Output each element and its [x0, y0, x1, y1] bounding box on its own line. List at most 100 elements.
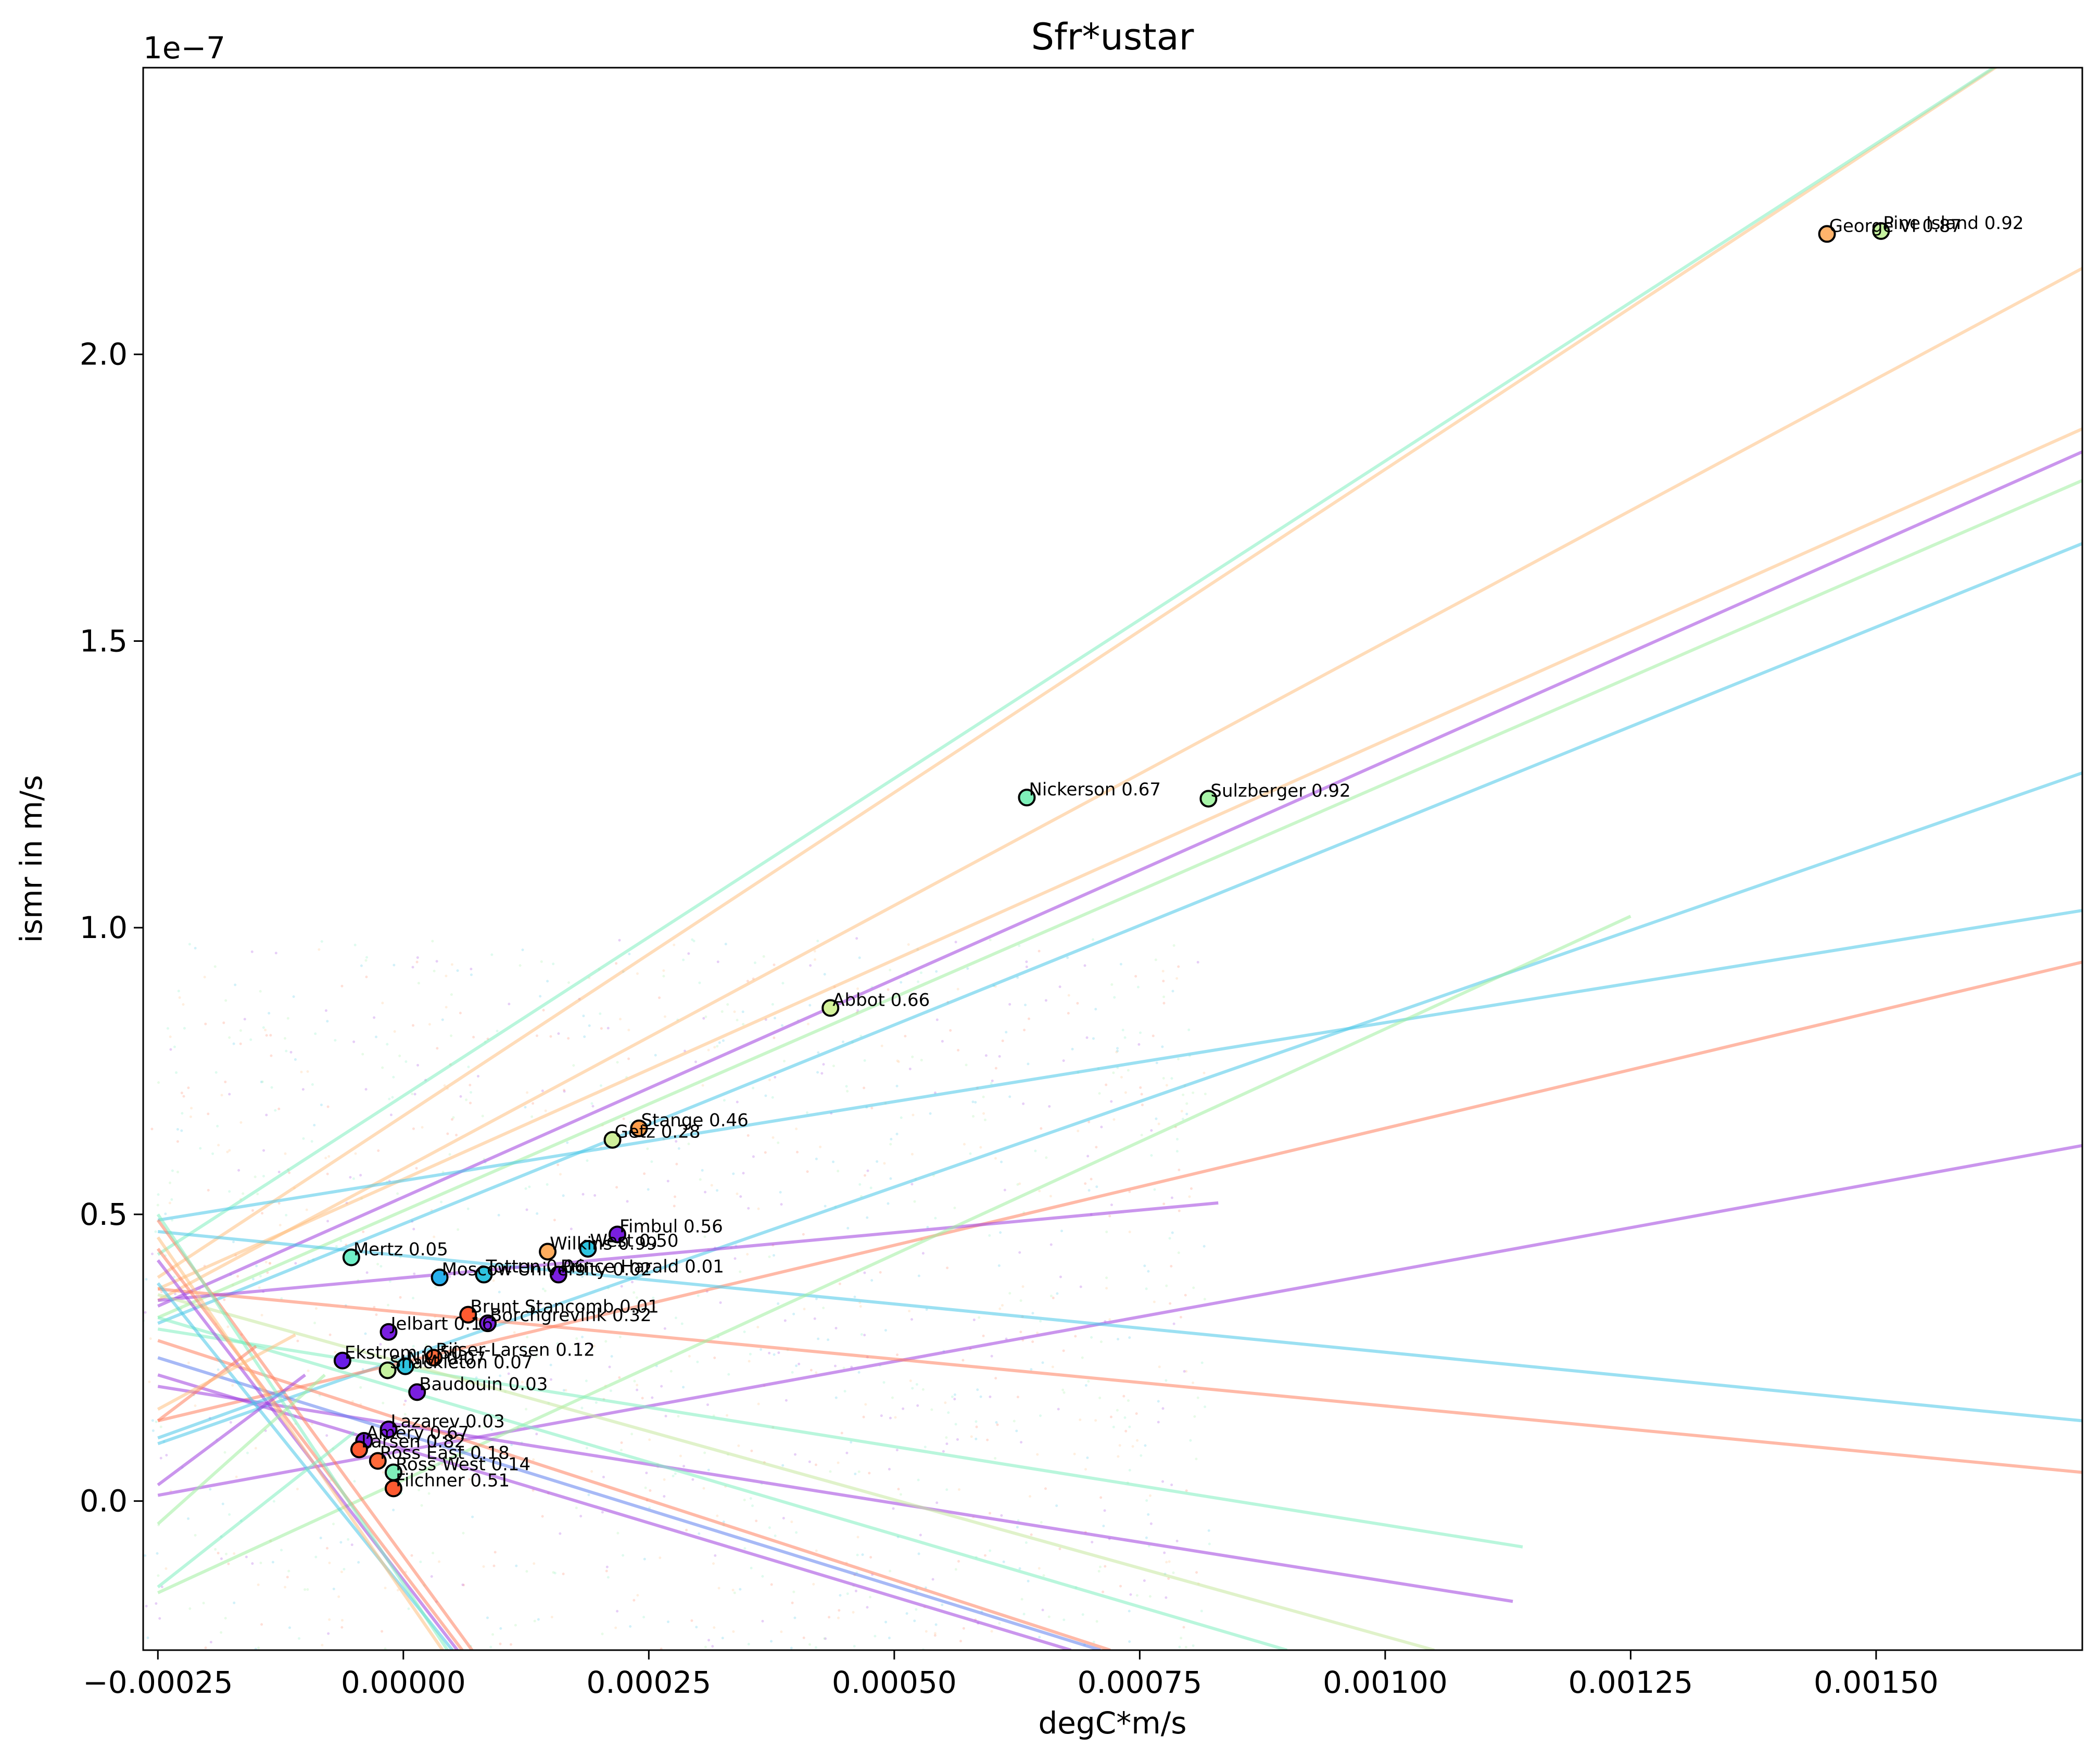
cloud-dot: [1025, 965, 1028, 968]
cloud-dot: [332, 1587, 335, 1590]
cloud-dot: [781, 1464, 785, 1467]
cloud-dot: [228, 1149, 231, 1152]
cloud-dot: [917, 1478, 920, 1481]
cloud-dot: [470, 967, 473, 970]
cloud-dot: [416, 956, 419, 959]
cloud-dot: [507, 1372, 510, 1375]
cloud-dot: [320, 1104, 323, 1107]
fit-line: [157, 1390, 286, 1440]
cloud-dot: [251, 1562, 254, 1565]
cloud-dot: [858, 956, 861, 959]
cloud-dot: [1162, 1002, 1166, 1005]
cloud-dot: [672, 1475, 675, 1478]
cloud-dot: [294, 1058, 297, 1061]
cloud-dot: [572, 1064, 575, 1067]
cloud-dot: [1139, 1086, 1142, 1089]
cloud-dot: [350, 1543, 353, 1547]
cloud-dot: [483, 1426, 486, 1429]
cloud-dot: [737, 1444, 740, 1447]
cloud-dot: [1079, 1285, 1082, 1288]
cloud-dot: [549, 1378, 552, 1381]
cloud-dot: [258, 1286, 261, 1289]
cloud-dot: [207, 1189, 210, 1192]
cloud-dot: [599, 1012, 602, 1015]
cloud-dot: [726, 1414, 729, 1417]
cloud-dot: [1031, 1340, 1034, 1344]
data-point-label: Getz 0.28: [615, 1122, 701, 1143]
cloud-dot: [489, 1645, 492, 1649]
cloud-dot: [846, 1592, 849, 1595]
cloud-dot: [636, 1388, 639, 1391]
cloud-dot: [156, 1552, 159, 1555]
x-tick-label: 0.00000: [341, 1665, 466, 1700]
cloud-dot: [896, 1353, 899, 1357]
cloud-dot: [1094, 1008, 1097, 1011]
cloud-dot: [482, 1565, 485, 1568]
cloud-dot: [920, 1059, 923, 1062]
cloud-dot: [1185, 1489, 1188, 1492]
cloud-dot: [889, 969, 892, 972]
cloud-dot: [594, 1401, 598, 1404]
cloud-dot: [445, 974, 448, 978]
cloud-dot: [770, 1583, 773, 1586]
cloud-dot: [269, 1262, 272, 1265]
cloud-dot: [733, 1257, 737, 1260]
cloud-dot: [250, 950, 254, 953]
data-point-label: Wilkins 0.99: [550, 1233, 657, 1254]
cloud-dot: [1110, 983, 1114, 986]
cloud-dot: [1155, 1117, 1158, 1120]
cloud-dot: [328, 1618, 331, 1621]
cloud-dot: [902, 1407, 905, 1410]
cloud-dot: [1020, 1441, 1023, 1444]
cloud-dot: [1140, 1093, 1143, 1096]
cloud-dot: [794, 1453, 797, 1456]
cloud-dot: [471, 1515, 474, 1518]
cloud-dot: [1108, 1318, 1111, 1321]
cloud-dot: [288, 1171, 291, 1174]
cloud-dot: [1067, 1011, 1070, 1015]
cloud-dot: [1021, 1285, 1024, 1288]
cloud-dot: [1177, 1251, 1180, 1255]
cloud-dot: [265, 1113, 268, 1117]
cloud-dot: [1178, 1645, 1181, 1649]
cloud-dot: [846, 1089, 849, 1093]
data-point-label: Lazarev 0.03: [391, 1411, 505, 1432]
cloud-dot: [1058, 1547, 1061, 1550]
cloud-dot: [1047, 1615, 1051, 1618]
fit-line: [158, 1287, 2082, 1474]
cloud-dot: [427, 1492, 431, 1495]
cloud-dot: [412, 1227, 415, 1231]
cloud-dot: [364, 1332, 367, 1335]
cloud-dot: [498, 1290, 501, 1294]
cloud-dot: [469, 1101, 472, 1105]
cloud-dot: [467, 1066, 470, 1069]
cloud-dot: [870, 1107, 874, 1110]
cloud-dot: [306, 1070, 309, 1073]
cloud-dot: [499, 1374, 502, 1377]
cloud-dot: [365, 975, 368, 979]
cloud-dot: [917, 1552, 920, 1555]
cloud-dot: [326, 1547, 329, 1550]
y-axis-label: ismr in m/s: [14, 775, 49, 943]
cloud-dot: [588, 1024, 591, 1027]
cloud-dot: [751, 1504, 754, 1507]
cloud-dot: [874, 1635, 877, 1638]
fit-line: [157, 1373, 1072, 1650]
cloud-dot: [1098, 1397, 1102, 1400]
cloud-dot: [359, 1386, 362, 1389]
cloud-dot: [997, 1264, 1001, 1267]
cloud-dot: [780, 1024, 783, 1027]
cloud-dot: [402, 1354, 405, 1357]
x-tick-label: 0.00125: [1568, 1665, 1693, 1700]
cloud-dot: [790, 1646, 793, 1650]
cloud-dot: [1165, 1284, 1168, 1287]
cloud-dot: [160, 1290, 163, 1294]
cloud-dot: [251, 1209, 254, 1212]
cloud-dot: [528, 1308, 531, 1311]
cloud-dot: [692, 940, 695, 943]
cloud-dot: [616, 1610, 619, 1613]
cloud-dot: [236, 1275, 239, 1278]
fit-line: [157, 1316, 1288, 1650]
cloud-dot: [771, 1003, 774, 1006]
cloud-dot: [1049, 1295, 1053, 1298]
